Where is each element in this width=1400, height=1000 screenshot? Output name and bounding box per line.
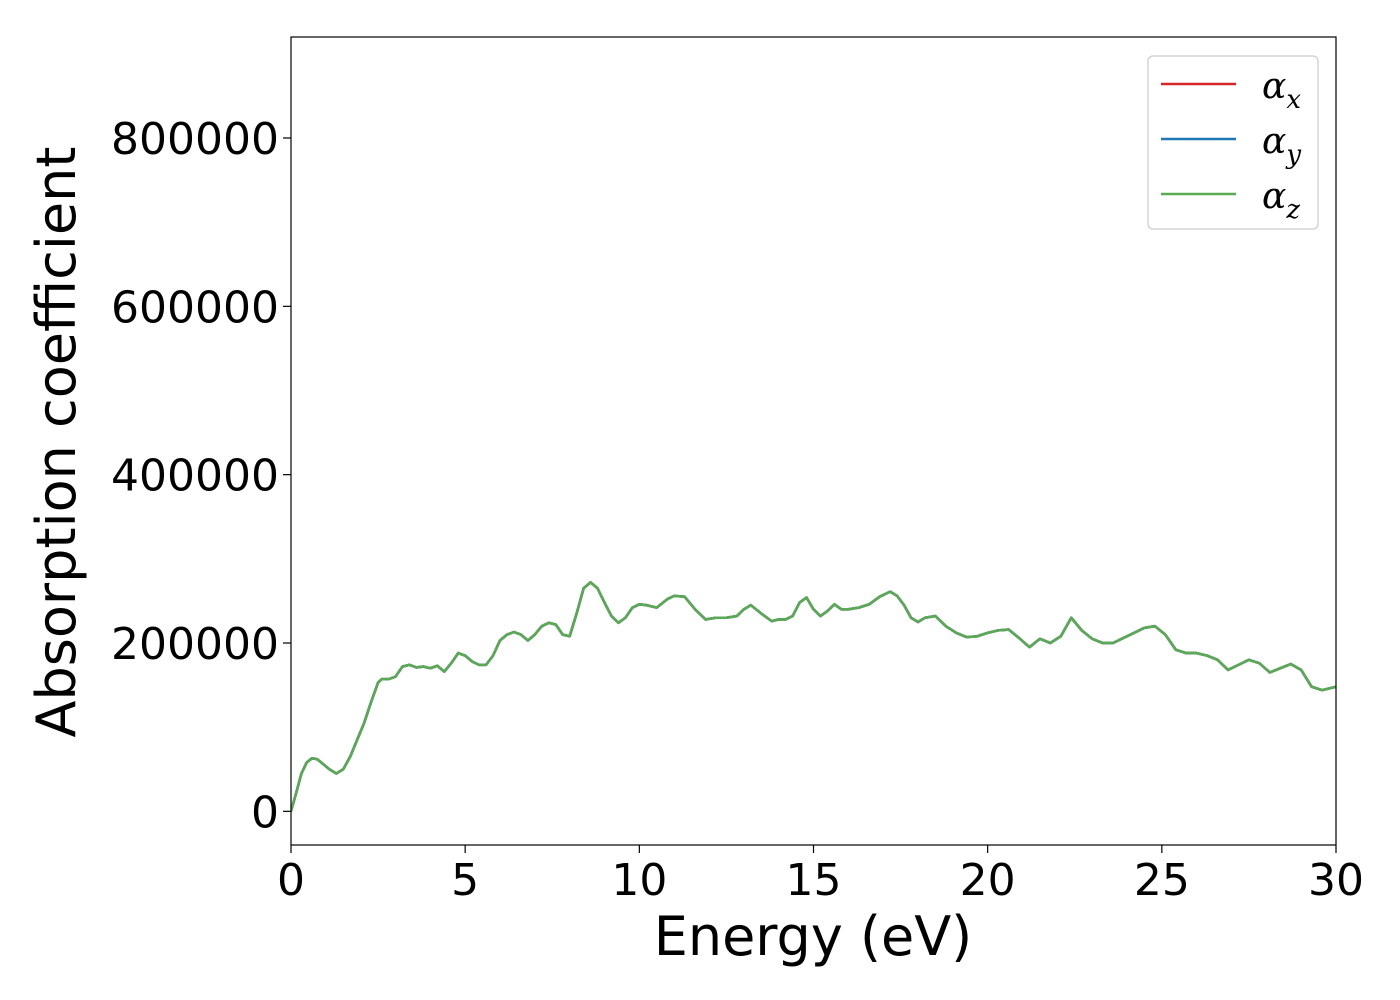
legend-box bbox=[1147, 55, 1319, 230]
y-tick-label: 800000 bbox=[111, 114, 279, 165]
x-tick-label: 0 bbox=[277, 855, 305, 906]
legend-entry-x: αx bbox=[1161, 66, 1301, 115]
x-axis-title: Energy (eV) bbox=[654, 905, 973, 968]
x-axis-ticks: 0 5 10 15 20 25 30 bbox=[277, 845, 1364, 906]
series-line-y bbox=[291, 581, 1336, 812]
y-tick-label: 600000 bbox=[111, 282, 279, 333]
y-tick-label: 200000 bbox=[111, 619, 279, 670]
y-axis-ticks: 0 200000 400000 600000 800000 bbox=[111, 114, 291, 838]
x-tick-label: 20 bbox=[960, 855, 1016, 906]
legend-entry-y: αy bbox=[1161, 121, 1301, 170]
x-tick-label: 30 bbox=[1308, 855, 1364, 906]
legend-entry-z: αz bbox=[1161, 176, 1300, 225]
x-tick-label: 5 bbox=[451, 855, 479, 906]
y-tick-label: 0 bbox=[251, 787, 279, 838]
series-line-z bbox=[291, 581, 1336, 812]
x-tick-label: 25 bbox=[1134, 855, 1190, 906]
series-line-x bbox=[291, 581, 1336, 812]
legend-label: αx bbox=[1262, 66, 1301, 115]
y-axis-title: Absorption coefficient bbox=[25, 147, 88, 738]
legend-label: αy bbox=[1262, 121, 1301, 170]
y-tick-label: 400000 bbox=[111, 451, 279, 502]
legend: αx αy αz bbox=[1147, 55, 1319, 230]
x-tick-label: 10 bbox=[611, 855, 667, 906]
x-tick-label: 15 bbox=[786, 855, 842, 906]
legend-label: αz bbox=[1262, 176, 1300, 225]
